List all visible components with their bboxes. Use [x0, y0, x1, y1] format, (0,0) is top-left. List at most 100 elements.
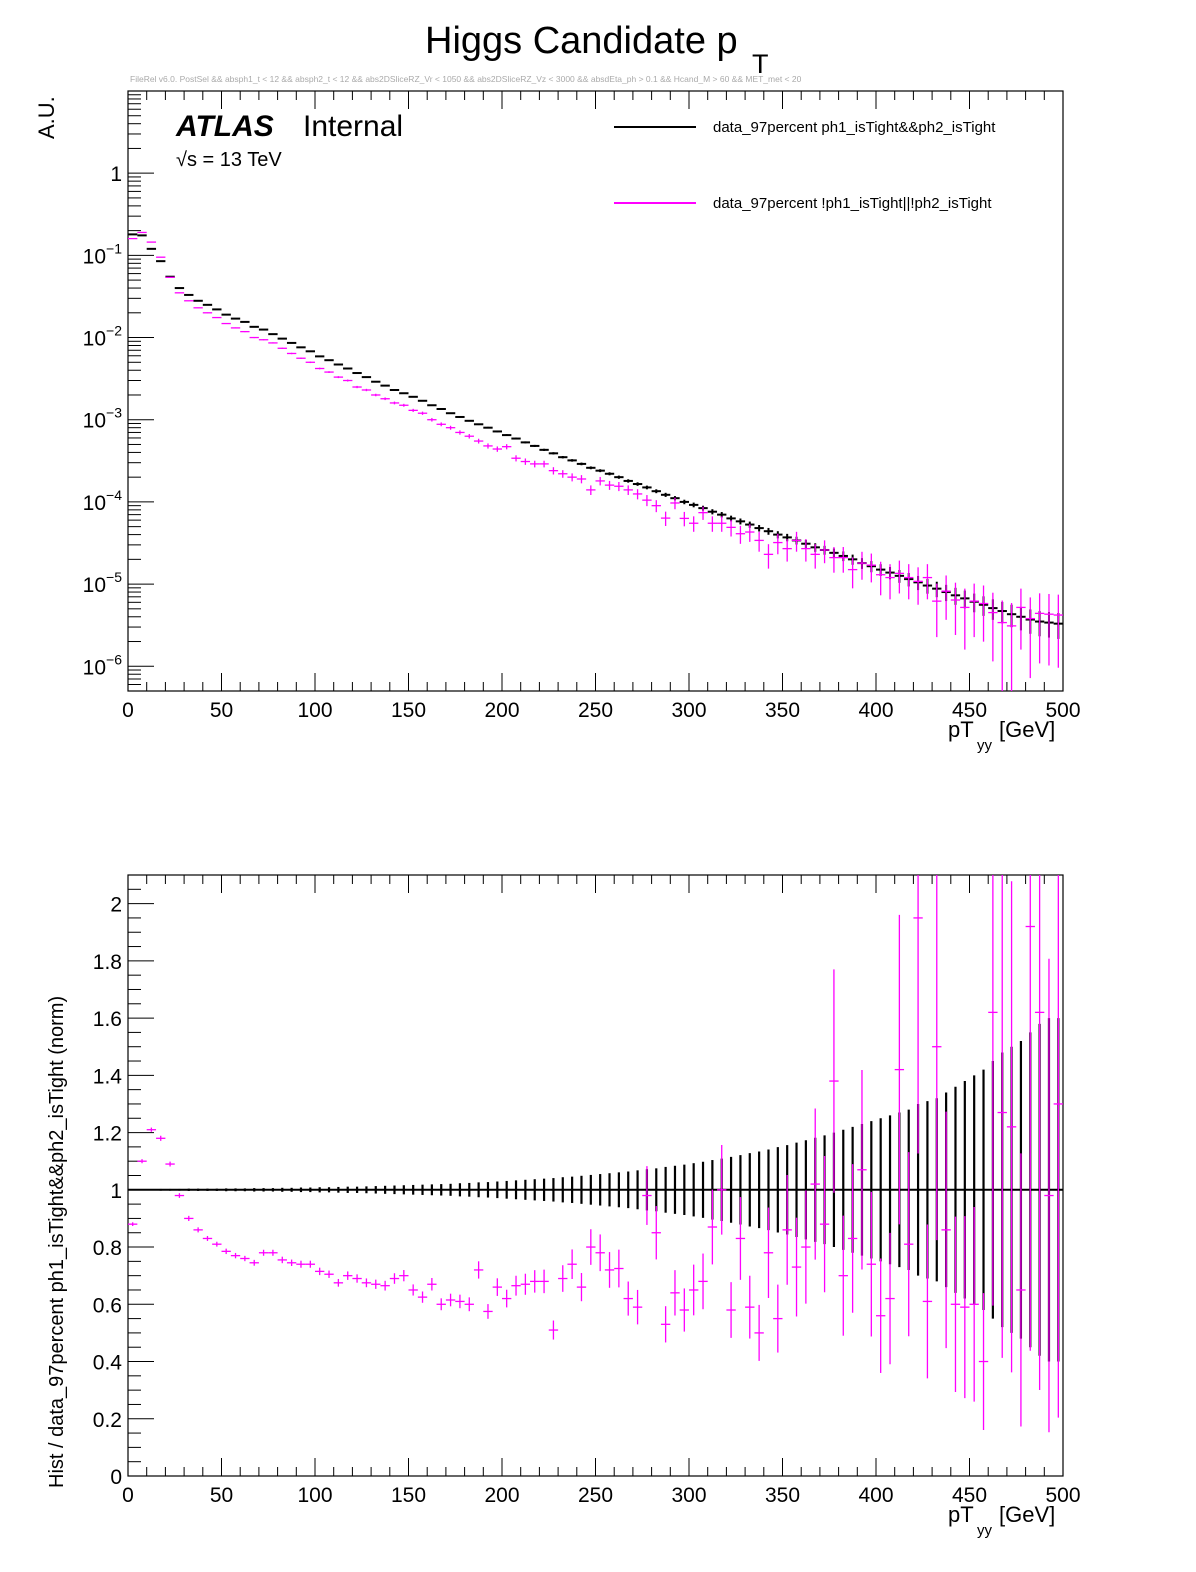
top-point [324, 359, 334, 362]
top-point [735, 525, 746, 544]
top-point [829, 547, 839, 573]
bottom-ratio-point [960, 1216, 970, 1399]
top-point [885, 564, 895, 600]
legend-label-alt: data_97percent !ph1_isTight||!ph2_isTigh… [713, 195, 992, 212]
top-x-axis-title-sub: yy [977, 737, 993, 754]
bottom-ratio-point [324, 1270, 334, 1278]
top-point [417, 411, 428, 415]
top-point [632, 489, 643, 500]
legend: data_97percent ph1_isTight&&ph2_isTight … [614, 119, 996, 212]
top-point [315, 355, 325, 358]
bottom-ratio-point [286, 1259, 297, 1267]
top-point [614, 475, 624, 479]
bottom-y-tick-label: 0.2 [93, 1409, 122, 1432]
bottom-y-axis-title: Hist / data_97percent ph1_isTight&&ph2_i… [46, 996, 68, 1488]
top-point [436, 422, 446, 427]
bottom-ratio-point [726, 1282, 736, 1338]
top-point [997, 600, 1007, 691]
top-x-axis-title-unit: [GeV] [999, 717, 1055, 742]
top-point [876, 561, 886, 596]
bottom-ratio-point [268, 1249, 278, 1256]
top-point [941, 575, 951, 620]
bottom-ratio-point [1044, 958, 1054, 1433]
bottom-ratio-point [427, 1278, 437, 1291]
top-point [371, 380, 381, 383]
top-point [558, 470, 568, 478]
bottom-ratio-point [876, 1258, 886, 1373]
legend-label-nominal: data_97percent ph1_isTight&&ph2_isTight [713, 119, 996, 136]
bottom-ratio-point [371, 1279, 381, 1289]
bottom-ratio-point [548, 1320, 559, 1340]
bottom-ratio-point [969, 1206, 979, 1402]
bottom-ratio-point [240, 1255, 250, 1262]
bottom-x-axis-title-sub: yy [977, 1522, 993, 1539]
top-point [352, 385, 362, 389]
bottom-tick-labels: 0 50 100 150 200 250 300 350 400 450 500 0 0.2 0.4 0.6… [93, 894, 1081, 1507]
top-y-tick-label: 10−5 [83, 569, 123, 597]
top-y-tick-label: 10−3 [83, 405, 123, 433]
bottom-ratio-point [277, 1256, 287, 1264]
top-point [240, 330, 250, 333]
top-point [268, 342, 278, 344]
top-point [623, 479, 633, 483]
top-point [511, 455, 521, 462]
top-point [1016, 588, 1026, 650]
top-x-tick-label: 450 [952, 699, 987, 722]
bottom-x-tick-label: 0 [122, 1484, 134, 1507]
bottom-ratio-point [988, 875, 998, 1306]
top-point [483, 443, 493, 449]
bottom-ratio-point [464, 1297, 474, 1312]
top-point [380, 384, 390, 387]
top-x-axis-title: pT [948, 717, 974, 742]
bottom-ratio-point [576, 1273, 587, 1302]
bottom-ratio-point [773, 1284, 783, 1353]
top-point [791, 531, 802, 552]
top-point [558, 456, 568, 459]
top-point [174, 292, 185, 294]
top-point [502, 444, 512, 450]
bottom-ratio-point [193, 1227, 203, 1233]
top-point [660, 511, 671, 527]
bottom-ratio-point [511, 1275, 521, 1296]
top-point [445, 425, 456, 430]
top-y-tick-label: 10−6 [83, 651, 123, 679]
top-point [932, 583, 942, 638]
bottom-ratio-point [221, 1248, 231, 1255]
top-x-tick-label: 300 [671, 699, 706, 722]
bottom-ratio-point [632, 1289, 643, 1325]
bottom-ratio-point [819, 1156, 830, 1293]
top-point [689, 516, 699, 532]
top-x-tick-label: 150 [391, 699, 426, 722]
top-point [717, 516, 727, 532]
top-point [380, 397, 390, 401]
top-point [520, 458, 531, 465]
bottom-ratio-point [1053, 875, 1063, 1418]
top-point [754, 531, 764, 552]
top-point [857, 551, 867, 580]
bottom-ratio-point [184, 1215, 194, 1222]
bottom-ratio-point [978, 1293, 989, 1430]
top-point [389, 388, 400, 391]
top-y-tick-label: 10−2 [83, 323, 123, 351]
top-point [502, 434, 512, 437]
bottom-x-tick-label: 350 [765, 1484, 800, 1507]
bottom-ratio-point [296, 1260, 306, 1268]
top-marks [128, 231, 1063, 691]
bottom-ratio-point [146, 1127, 157, 1132]
top-point [427, 404, 437, 407]
bottom-ratio-point [212, 1241, 222, 1247]
bottom-ratio-point [156, 1135, 166, 1141]
top-point [286, 352, 297, 355]
bottom-y-tick-label: 1.8 [93, 951, 122, 974]
top-point [745, 524, 755, 542]
bottom-ratio-point [165, 1161, 175, 1167]
top-point [1025, 597, 1035, 679]
bottom-ratio-point [492, 1278, 502, 1296]
bottom-ticks [127, 874, 1064, 1477]
top-point [455, 415, 465, 418]
top-point [212, 316, 222, 319]
top-point [595, 469, 605, 473]
energy-label: √s = 13 TeV [176, 149, 282, 171]
top-x-tick-label: 500 [1045, 699, 1080, 722]
top-point [754, 524, 764, 532]
